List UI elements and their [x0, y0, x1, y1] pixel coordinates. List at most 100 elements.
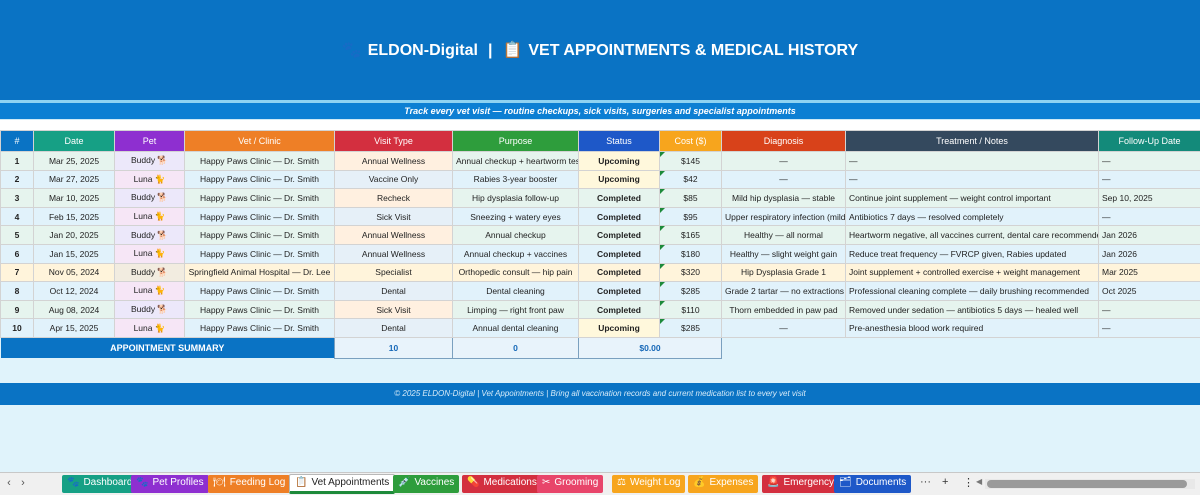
cell-cost[interactable]: $95: [659, 206, 722, 227]
cell-date[interactable]: Jan 20, 2025: [33, 225, 115, 245]
cell-visit-type[interactable]: Recheck: [334, 188, 453, 208]
cell-cost[interactable]: $145: [659, 151, 722, 171]
cell-diagnosis[interactable]: Mild hip dysplasia — stable: [721, 188, 846, 208]
cell-diagnosis[interactable]: —: [721, 169, 846, 190]
cell-pet[interactable]: Buddy 🐕: [114, 299, 185, 320]
cell-cost[interactable]: $320: [659, 262, 722, 283]
sheet-tab-expenses[interactable]: 💰 Expenses: [688, 475, 759, 493]
cell-visit-type[interactable]: Specialist: [334, 262, 453, 283]
cell-date[interactable]: Mar 27, 2025: [33, 169, 115, 190]
column-header[interactable]: Date: [33, 130, 115, 152]
cell-follow-up[interactable]: Jan 2026: [1098, 243, 1200, 264]
scrollbar-thumb[interactable]: [987, 480, 1187, 488]
cell-follow-up[interactable]: Oct 2025: [1098, 281, 1200, 301]
cell-purpose[interactable]: Annual checkup + vaccines: [452, 243, 579, 264]
cell-cost[interactable]: $85: [659, 188, 722, 208]
prev-sheet-icon[interactable]: ‹: [7, 477, 11, 489]
summary-label[interactable]: APPOINTMENT SUMMARY: [0, 337, 335, 359]
sheet-menu-icon[interactable]: ⋮: [963, 477, 974, 489]
cell-purpose[interactable]: Annual checkup + heartworm test: [452, 151, 579, 171]
cell-notes[interactable]: Continue joint supplement — weight contr…: [845, 188, 1099, 208]
cell-diagnosis[interactable]: —: [721, 318, 846, 338]
cell-follow-up[interactable]: —: [1098, 318, 1200, 338]
sheet-tab-feeding-log[interactable]: 🍽 Feeding Log: [208, 475, 291, 493]
cell-status[interactable]: Completed: [578, 243, 660, 264]
cell-pet[interactable]: Buddy 🐕: [114, 188, 185, 208]
row-number[interactable]: 4: [0, 206, 34, 227]
row-number[interactable]: 5: [0, 225, 34, 245]
cell-notes[interactable]: Pre-anesthesia blood work required: [845, 318, 1099, 338]
cell-date[interactable]: Mar 25, 2025: [33, 151, 115, 171]
row-number[interactable]: 7: [0, 262, 34, 283]
cell-status[interactable]: Completed: [578, 225, 660, 245]
cell-status[interactable]: Completed: [578, 262, 660, 283]
cell-notes[interactable]: Removed under sedation — antibiotics 5 d…: [845, 299, 1099, 320]
cell-purpose[interactable]: Annual checkup: [452, 225, 579, 245]
cell-visit-type[interactable]: Vaccine Only: [334, 169, 453, 190]
cell-status[interactable]: Completed: [578, 206, 660, 227]
cell-pet[interactable]: Luna 🐈: [114, 243, 185, 264]
sheet-tab-pet-profiles[interactable]: 🐾 Pet Profiles: [131, 475, 209, 493]
column-header[interactable]: Follow-Up Date: [1098, 130, 1200, 152]
cell-notes[interactable]: —: [845, 151, 1099, 171]
row-number[interactable]: 8: [0, 281, 34, 301]
cell-notes[interactable]: Antibiotics 7 days — resolved completely: [845, 206, 1099, 227]
column-header[interactable]: Purpose: [452, 130, 579, 152]
cell-vet[interactable]: Happy Paws Clinic — Dr. Smith: [184, 169, 335, 190]
sheet-tab-weight-log[interactable]: ⚖ Weight Log: [612, 475, 686, 493]
sheet-tab-vet-appointments[interactable]: 📋 Vet Appointments: [289, 474, 396, 494]
cell-vet[interactable]: Happy Paws Clinic — Dr. Smith: [184, 151, 335, 171]
horizontal-scrollbar[interactable]: [985, 479, 1195, 489]
cell-notes[interactable]: Heartworm negative, all vaccines current…: [845, 225, 1099, 245]
cell-visit-type[interactable]: Sick Visit: [334, 299, 453, 320]
cell-purpose[interactable]: Limping — right front paw: [452, 299, 579, 320]
cell-notes[interactable]: Reduce treat frequency — FVRCP given, Ra…: [845, 243, 1099, 264]
cell-pet[interactable]: Luna 🐈: [114, 169, 185, 190]
cell-pet[interactable]: Luna 🐈: [114, 281, 185, 301]
cell-follow-up[interactable]: Jan 2026: [1098, 225, 1200, 245]
cell-cost[interactable]: $110: [659, 299, 722, 320]
cell-diagnosis[interactable]: Healthy — all normal: [721, 225, 846, 245]
column-header[interactable]: Pet: [114, 130, 185, 152]
column-header[interactable]: Diagnosis: [721, 130, 846, 152]
column-header[interactable]: Cost ($): [659, 130, 722, 152]
summary-cost-total[interactable]: $0.00: [578, 336, 722, 359]
cell-date[interactable]: Aug 08, 2024: [33, 299, 115, 320]
cell-follow-up[interactable]: —: [1098, 299, 1200, 320]
cell-cost[interactable]: $42: [659, 169, 722, 190]
cell-purpose[interactable]: Hip dysplasia follow-up: [452, 188, 579, 208]
cell-pet[interactable]: Buddy 🐕: [114, 151, 185, 171]
cell-notes[interactable]: Joint supplement + controlled exercise +…: [845, 262, 1099, 283]
cell-follow-up[interactable]: —: [1098, 151, 1200, 171]
cell-date[interactable]: Apr 15, 2025: [33, 318, 115, 338]
row-number[interactable]: 2: [0, 169, 34, 190]
cell-status[interactable]: Upcoming: [578, 151, 660, 171]
row-number[interactable]: 10: [0, 318, 34, 338]
cell-diagnosis[interactable]: Hip Dysplasia Grade 1: [721, 262, 846, 283]
cell-status[interactable]: Upcoming: [578, 318, 660, 338]
cell-follow-up[interactable]: —: [1098, 169, 1200, 190]
cell-date[interactable]: Jan 15, 2025: [33, 243, 115, 264]
cell-purpose[interactable]: Annual dental cleaning: [452, 318, 579, 338]
next-sheet-icon[interactable]: ›: [21, 477, 25, 489]
cell-purpose[interactable]: Sneezing + watery eyes: [452, 206, 579, 227]
cell-diagnosis[interactable]: —: [721, 151, 846, 171]
cell-visit-type[interactable]: Dental: [334, 281, 453, 301]
row-number[interactable]: 3: [0, 188, 34, 208]
column-header[interactable]: #: [0, 130, 34, 152]
cell-pet[interactable]: Buddy 🐕: [114, 262, 185, 283]
sheet-tab-grooming[interactable]: ✂ Grooming: [537, 475, 604, 493]
cell-follow-up[interactable]: Mar 2025: [1098, 262, 1200, 283]
scroll-left-icon[interactable]: ◀: [976, 477, 983, 486]
cell-date[interactable]: Nov 05, 2024: [33, 262, 115, 283]
cell-vet[interactable]: Happy Paws Clinic — Dr. Smith: [184, 281, 335, 301]
cell-notes[interactable]: —: [845, 169, 1099, 190]
summary-purpose-total[interactable]: 0: [452, 336, 579, 359]
column-header[interactable]: Visit Type: [334, 130, 453, 152]
cell-purpose[interactable]: Dental cleaning: [452, 281, 579, 301]
cell-date[interactable]: Feb 15, 2025: [33, 206, 115, 227]
cell-purpose[interactable]: Orthopedic consult — hip pain: [452, 262, 579, 283]
cell-cost[interactable]: $285: [659, 318, 722, 338]
cell-visit-type[interactable]: Sick Visit: [334, 206, 453, 227]
row-number[interactable]: 6: [0, 243, 34, 264]
